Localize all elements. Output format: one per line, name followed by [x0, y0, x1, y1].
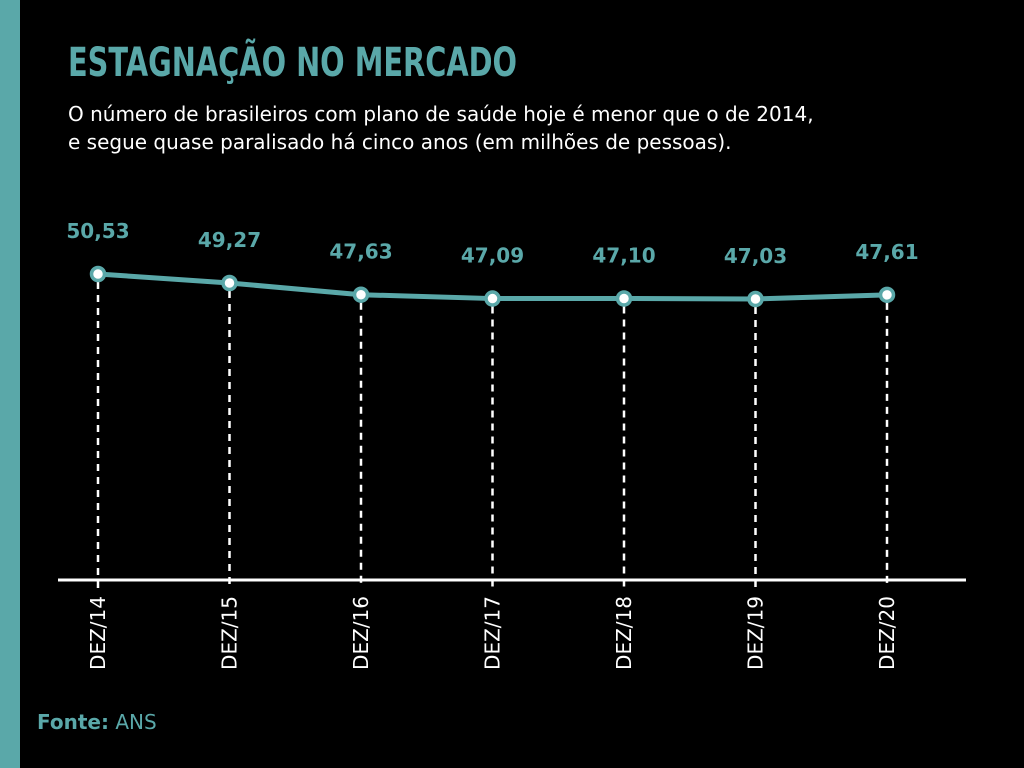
data-point: [747, 290, 764, 308]
source-value: ANS: [115, 710, 157, 734]
data-label: 47,09: [461, 244, 524, 268]
data-label: 47,61: [855, 240, 918, 264]
x-tick-label: DEZ/18: [612, 596, 636, 670]
source-note: Fonte: ANS: [37, 710, 157, 734]
x-tick-label: DEZ/15: [218, 596, 242, 670]
data-points: [89, 265, 896, 308]
chart-title: ESTAGNAÇÃO NO MERCADO: [68, 40, 518, 86]
x-tick-label: DEZ/16: [349, 596, 373, 670]
data-point: [352, 286, 370, 303]
data-label: 50,53: [66, 219, 129, 243]
source-label: Fonte:: [37, 710, 109, 734]
x-tick-label: DEZ/19: [744, 596, 768, 670]
data-label: 47,63: [329, 240, 392, 264]
data-point: [484, 290, 501, 307]
x-tick-label: DEZ/14: [86, 596, 110, 670]
data-label: 49,27: [198, 228, 261, 252]
x-tick-label: DEZ/20: [875, 596, 899, 670]
guide-lines: [96, 282, 889, 588]
data-labels: 50,53 49,27 47,63 47,09 47,10 47,03 47,61: [66, 219, 918, 268]
subtitle-line-2: e segue quase paralisado há cinco anos (…: [68, 130, 732, 154]
data-label: 47,03: [724, 244, 787, 268]
accent-side-bar: [0, 0, 20, 768]
data-point: [878, 286, 896, 304]
data-point: [615, 290, 633, 307]
x-tick-label: DEZ/17: [481, 596, 505, 670]
data-point: [89, 265, 107, 283]
x-tick-labels: DEZ/14 DEZ/15 DEZ/16 DEZ/17 DEZ/18 DEZ/19 DEZ/…: [86, 596, 899, 670]
data-label: 47,10: [592, 243, 655, 267]
chart-subtitle: O número de brasileiros com plano de saú…: [68, 100, 868, 156]
subtitle-line-1: O número de brasileiros com plano de saú…: [68, 102, 814, 126]
data-point: [221, 274, 238, 292]
